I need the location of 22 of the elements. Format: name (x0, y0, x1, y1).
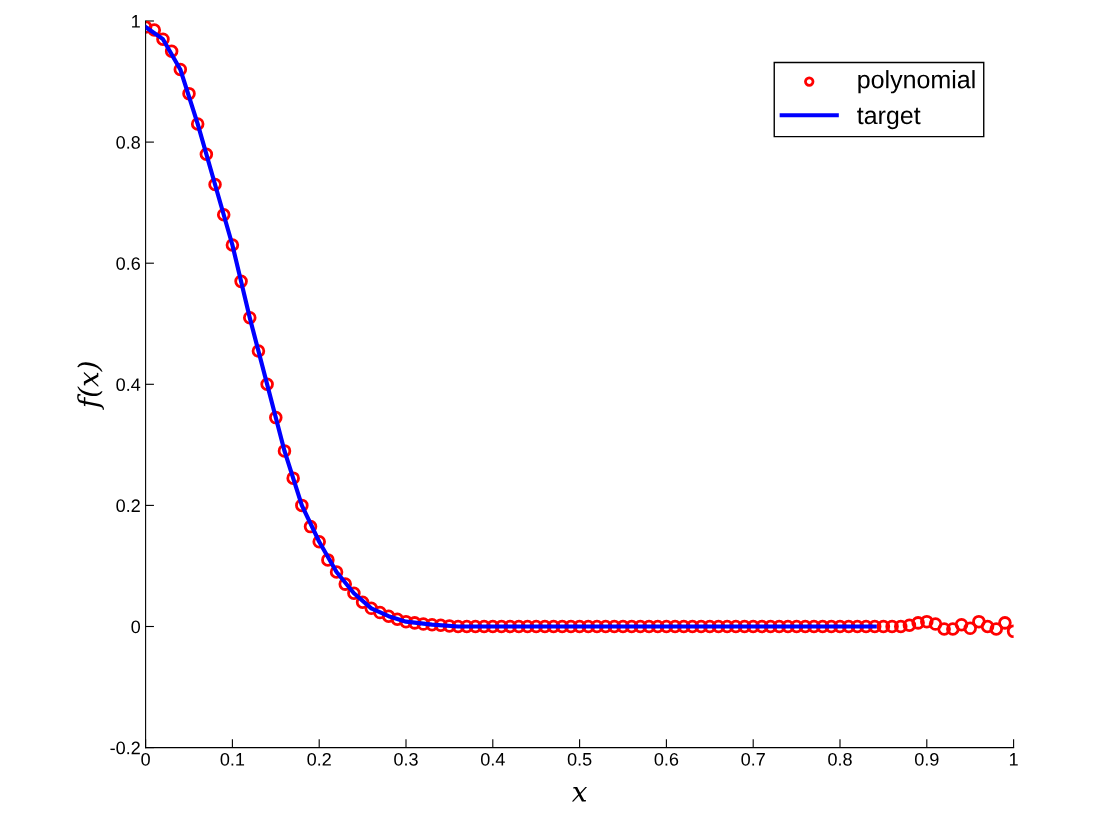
x-tick-label: 0.4 (480, 752, 505, 766)
x-tick-label: 0.1 (220, 752, 245, 766)
y-tick-label: -0.2 (110, 741, 140, 755)
x-tick-label: 1 (1009, 753, 1018, 766)
x-tick-label: 0.9 (914, 752, 939, 766)
x-axis-title: x (571, 787, 588, 802)
y-tick-label: 0.6 (116, 257, 140, 270)
legend-label: polynomial (858, 70, 975, 94)
legend-label: target (857, 107, 921, 130)
x-tick-label: 0.6 (654, 752, 679, 766)
x-tick-label: 0 (141, 752, 150, 766)
x-tick-label: 0.7 (741, 752, 765, 766)
y-tick-label: 0.2 (116, 499, 140, 513)
y-tick-label: 1 (132, 15, 140, 28)
y-tick-label: 0 (131, 620, 141, 634)
y-axis-title: f(x) (77, 362, 105, 410)
y-tick-label: 0.8 (116, 136, 140, 149)
x-tick-label: 0.5 (567, 752, 592, 766)
x-tick-label: 0.2 (307, 752, 331, 766)
x-tick-label: 0.8 (828, 752, 852, 766)
x-tick-label: 0.3 (394, 752, 418, 766)
y-tick-label: 0.4 (116, 378, 141, 392)
